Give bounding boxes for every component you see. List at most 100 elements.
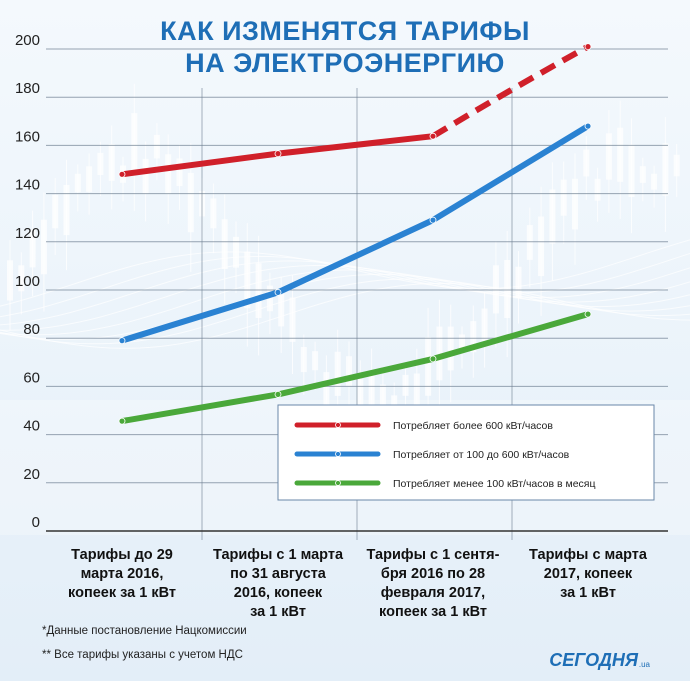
x-tick-label-line: копеек за 1 кВт [379, 604, 487, 620]
x-tick-label: Тарифы с 1 сентя-бря 2016 по 28 февраля 2… [358, 546, 508, 622]
decor-candle-body [210, 198, 217, 229]
x-tick-label-line: марта 2016, [80, 566, 164, 582]
decor-candle-body [86, 166, 93, 192]
legend-label-3: Потребляет менее 100 кВт/часов в месяц [393, 478, 595, 490]
x-tick-label: Тарифы с 1 марта по 31 августа 2016, копее… [203, 546, 353, 622]
legend-label-2: Потребляет от 100 до 600 кВт/часов [393, 449, 570, 461]
y-tick-label: 160 [15, 128, 40, 145]
decor-wave [0, 253, 690, 318]
x-tick-label-line: копеек за 1 кВт [68, 585, 176, 601]
decor-wave [0, 282, 690, 349]
decor-candle-body [142, 158, 149, 194]
y-tick-label: 200 [15, 32, 40, 49]
decor-candle-body [436, 326, 443, 381]
x-tick-label-line: по 31 августа [230, 566, 326, 582]
decor-candle-body [379, 384, 386, 420]
series-point-3 [429, 355, 437, 363]
decor-candle-body [504, 260, 511, 319]
decor-candle-body [481, 308, 488, 342]
x-tick-label-line: Тарифы с 1 сентя- [366, 547, 500, 563]
x-tick-label-line: бря 2016 по 28 [380, 566, 486, 582]
decor-candle-body [165, 154, 172, 194]
footnote-source: *Данные постановление Нацкомиссии [42, 625, 247, 637]
decor-candle-body [29, 229, 36, 268]
decor-wave [0, 239, 690, 307]
x-tick-label: Тарифы с марта 2017, копеек за 1 кВт [513, 546, 663, 603]
x-tick-label-line: 2017, копеек [543, 566, 633, 582]
decor-wave [0, 273, 690, 340]
decor-candle-body [549, 189, 556, 244]
decor-candle-body [594, 178, 601, 201]
decor-wave [0, 264, 690, 331]
series-point-2 [584, 122, 592, 130]
x-tick-label-line: Тарифы с марта [529, 547, 647, 563]
legend-label-1: Потребляет более 600 кВт/часов [393, 420, 553, 432]
series-projection-1 [431, 43, 590, 139]
decor-candle-body [63, 184, 70, 236]
y-tick-label: 80 [23, 321, 40, 338]
chart-title-line-2: НА ЭЛЕКТРОЭНЕРГИЮ [185, 48, 505, 78]
legend-marker-1 [335, 422, 341, 428]
series-point-3 [118, 417, 126, 425]
decor-candle-body [425, 337, 432, 396]
decor-candle-body [538, 216, 545, 277]
y-tick-label: 40 [23, 418, 40, 435]
decor-candle-body [526, 225, 533, 260]
y-tick-label: 140 [15, 177, 40, 194]
decor-candle-body [266, 285, 273, 312]
decor-candle-body [97, 152, 104, 175]
y-axis: 0 20 40 60 80 100 120 140 160 180 200 [15, 32, 40, 531]
decor-candle-body [662, 143, 669, 196]
decor-candle-body [413, 373, 420, 423]
decor-candle-body [583, 149, 590, 177]
y-tick-label: 180 [15, 80, 40, 97]
legend-marker-3 [335, 480, 341, 486]
decor-candle-body [300, 347, 307, 373]
decor-candle-body [673, 154, 680, 177]
decor-candle-body [221, 219, 228, 270]
x-tick-label: Тарифы до 29 марта 2016, копеек за 1 кВт [47, 546, 197, 603]
y-tick-label: 100 [15, 273, 40, 290]
decor-candle-body [74, 173, 81, 193]
decor-candle-body [617, 127, 624, 182]
decor-candle-body [312, 351, 319, 371]
series-line-2 [119, 123, 591, 344]
decor-candle-body [346, 356, 352, 386]
legend-marker-2 [335, 451, 341, 457]
decor-candle-body [357, 379, 364, 417]
decor-candle-body [7, 260, 13, 301]
series-point-2 [274, 288, 282, 296]
y-tick-label: 0 [32, 514, 40, 531]
x-tick-label-line: Тарифы до 29 [71, 547, 173, 563]
footnote-vat: ** Все тарифы указаны с учетом НДС [42, 649, 243, 661]
series-point-1 [429, 132, 437, 140]
chart-legend: Потребляет более 600 кВт/часов Потребляет… [277, 404, 655, 501]
x-tick-label-line: 2016, копеек [233, 585, 323, 601]
decor-candle-body [108, 143, 115, 181]
decor-candle-body [651, 173, 658, 190]
chart-title-line-1: КАК ИЗМЕНЯТСЯ ТАРИФЫ [160, 16, 530, 46]
decor-candle-body [289, 297, 296, 342]
decor-candle-body [605, 133, 612, 180]
decor-candle-body [255, 263, 262, 318]
decor-candle-body [368, 374, 375, 428]
decor-candle-body [18, 265, 25, 292]
decor-candle-body [402, 374, 409, 396]
series-point-1 [274, 150, 282, 158]
y-tick-label: 60 [23, 369, 40, 386]
decor-candle-body [639, 166, 646, 183]
decor-candle-body [572, 178, 578, 230]
series-point-3 [584, 310, 592, 318]
decor-candle-body [52, 194, 59, 229]
brand-logo-suffix: .ua [638, 660, 650, 669]
decor-candle-body [278, 293, 285, 327]
decor-candle-body [131, 113, 138, 172]
y-tick-label: 120 [15, 225, 40, 242]
x-tick-label-line: за 1 кВт [560, 585, 616, 601]
x-tick-label-line: Тарифы с 1 марта [212, 547, 344, 563]
series-line-3 [119, 311, 591, 425]
series-point-2 [429, 216, 437, 224]
series-point-1 [584, 43, 592, 50]
x-tick-label-line: февраля 2017, [380, 585, 486, 601]
x-tick-label-line: за 1 кВт [250, 604, 306, 620]
